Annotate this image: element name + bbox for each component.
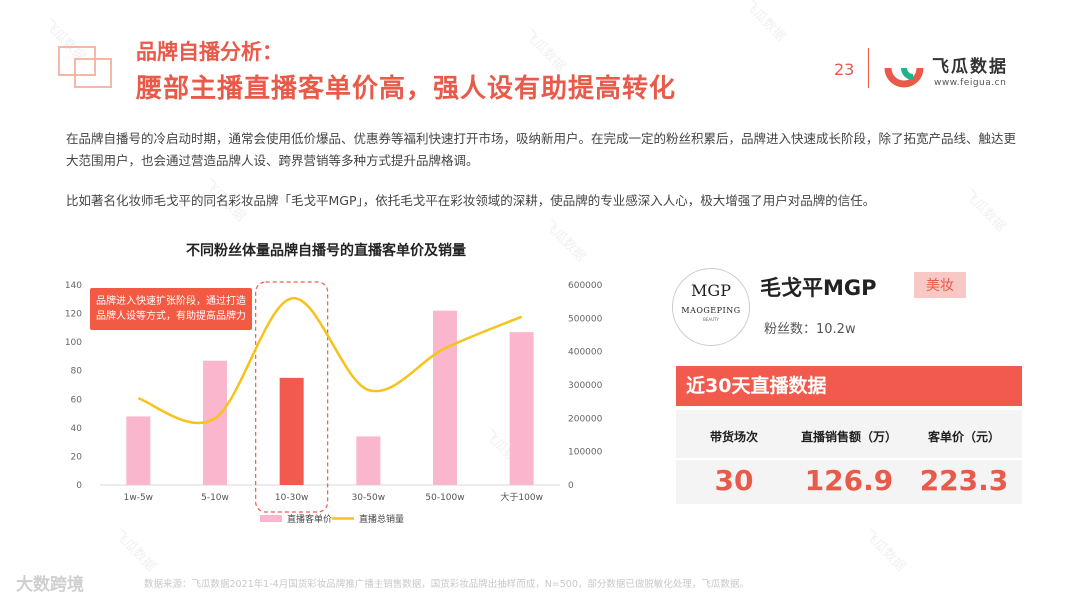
stat-label: 直播销售额（万） [800, 430, 897, 444]
y-right-tick-label: 0 [568, 481, 574, 491]
x-tick-label: 50-100w [425, 493, 464, 503]
legend-swatch-bar [260, 515, 282, 522]
mgp-logo: MGP MAOGEPING BEAUTY [672, 268, 750, 346]
stat-sessions: 带货场次 30 [676, 410, 792, 504]
category-badge: 美妆 [914, 272, 966, 298]
stat-value: 30 [714, 464, 754, 497]
y-left-tick-label: 140 [65, 281, 82, 291]
mgp-logo-name: MAOGEPING [681, 306, 741, 315]
stat-sales: 直播销售额（万） 126.9 [791, 410, 907, 504]
x-tick-label: 30-50w [352, 493, 386, 503]
x-tick-label: 10-30w [275, 493, 309, 503]
bar-unit-price [126, 416, 151, 485]
fans-count: 粉丝数：10.2w [764, 322, 856, 337]
stat-divider [906, 458, 1022, 460]
y-left-tick-label: 120 [65, 310, 82, 320]
profile-name: 毛戈平MGP [760, 276, 877, 300]
page-title: 腰部主播直播客单价高，强人设有助提高转化 [136, 74, 677, 104]
y-right-tick-label: 200000 [568, 414, 603, 424]
stats-header: 近30天直播数据 [676, 366, 1022, 406]
combo-chart: 0 20 40 60 80 100 120 140 0 100000 200000 300000 400… [65, 281, 603, 525]
bar-unit-price [433, 310, 457, 485]
mgp-logo-sub: BEAUTY [703, 317, 719, 322]
brand-name: 飞瓜数据 [932, 57, 1008, 77]
header-deco-square [74, 58, 112, 88]
stat-unit-price: 客单价（元） 223.3 [906, 410, 1022, 504]
stat-divider [791, 458, 907, 460]
stat-divider [676, 458, 792, 460]
legend-label-bar: 直播客单价 [287, 513, 332, 525]
y-right-tick-label: 300000 [568, 381, 603, 391]
y-right-tick-label: 500000 [568, 314, 603, 324]
stat-label: 带货场次 [709, 430, 758, 444]
x-tick-label: 5-10w [201, 493, 229, 503]
y-left-tick-label: 20 [71, 452, 83, 462]
legend-label-line: 直播总销量 [359, 513, 404, 525]
background-watermark: 飞瓜数据 [860, 527, 909, 575]
header-deco-square [58, 46, 96, 76]
bar-unit-price [509, 332, 534, 485]
section-subtitle: 品牌自播分析： [136, 40, 283, 64]
watermark-logo: 大数跨境 [16, 575, 84, 595]
x-tick-label: 大于100w [500, 491, 543, 503]
y-right-tick-label: 400000 [568, 348, 603, 358]
chart-title: 不同粉丝体量品牌自播号的直播客单价及销量 [186, 243, 466, 259]
x-tick-label: 1w-5w [124, 493, 153, 503]
y-left-tick-label: 100 [65, 338, 82, 348]
background-watermark: 飞瓜数据 [540, 217, 589, 265]
background-watermark: 飞瓜数据 [740, 0, 789, 45]
stat-label: 客单价（元） [927, 430, 1000, 444]
stat-value: 126.9 [804, 464, 894, 497]
page-number: 23 [834, 60, 855, 79]
y-left-tick-label: 0 [76, 481, 82, 491]
intro-paragraph: 在品牌自播号的冷启动时期，通常会使用低价爆品、优惠券等福利快速打开市场，吸纳新用… [66, 131, 1017, 168]
chart-annotation: 品牌进入快速扩张阶段，通过打造品牌人设等方式，有助提高品牌力 [90, 288, 252, 330]
y-left-tick-label: 60 [71, 395, 83, 405]
stat-value: 223.3 [919, 464, 1009, 497]
y-right-tick-label: 100000 [568, 448, 603, 458]
highlight-box [255, 281, 329, 513]
example-paragraph: 比如著名化妆师毛戈平的同名彩妆品牌「毛戈平MGP」，依托毛戈平在彩妆领域的深耕，… [66, 193, 876, 208]
header-divider [868, 48, 869, 88]
brand-url: www.feigua.cn [934, 78, 1007, 88]
data-source-note: 数据来源：飞瓜数据2021年1-4月国货彩妆品牌推广播主销售数据，国货彩妆品牌出… [144, 579, 749, 590]
mgp-logo-monogram: MGP [691, 281, 731, 300]
y-right-tick-label: 600000 [568, 281, 603, 291]
bar-unit-price [279, 377, 304, 485]
bar-unit-price [356, 436, 381, 485]
y-left-tick-label: 40 [71, 424, 83, 434]
feigua-logo-icon [884, 67, 924, 88]
y-left-tick-label: 80 [71, 367, 83, 377]
